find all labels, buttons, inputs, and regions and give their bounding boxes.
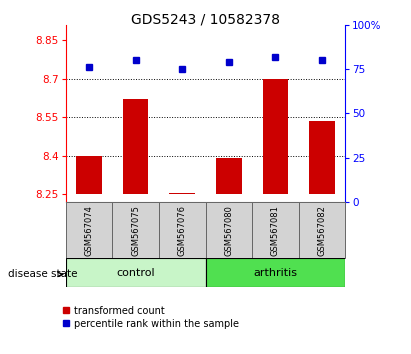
Bar [309,121,335,194]
Bar [66,202,112,258]
Text: GSM567080: GSM567080 [224,205,233,256]
Bar [252,202,299,258]
Text: GDS5243 / 10582378: GDS5243 / 10582378 [131,12,280,27]
Text: GSM567074: GSM567074 [85,205,94,256]
Bar [112,202,159,258]
Text: arthritis: arthritis [253,268,298,278]
Text: GSM567082: GSM567082 [317,205,326,256]
Bar [263,79,288,194]
Text: GSM567076: GSM567076 [178,205,187,256]
Bar [169,193,195,194]
Text: control: control [116,268,155,278]
Bar [299,202,345,258]
Text: GSM567081: GSM567081 [271,205,280,256]
Bar [76,156,102,194]
Legend: transformed count, percentile rank within the sample: transformed count, percentile rank withi… [62,306,239,329]
Bar [66,258,206,287]
Bar [206,258,345,287]
Bar [216,158,242,194]
Bar [123,99,148,194]
Text: disease state: disease state [8,269,78,279]
Bar [206,202,252,258]
Bar [159,202,206,258]
Text: GSM567075: GSM567075 [131,205,140,256]
